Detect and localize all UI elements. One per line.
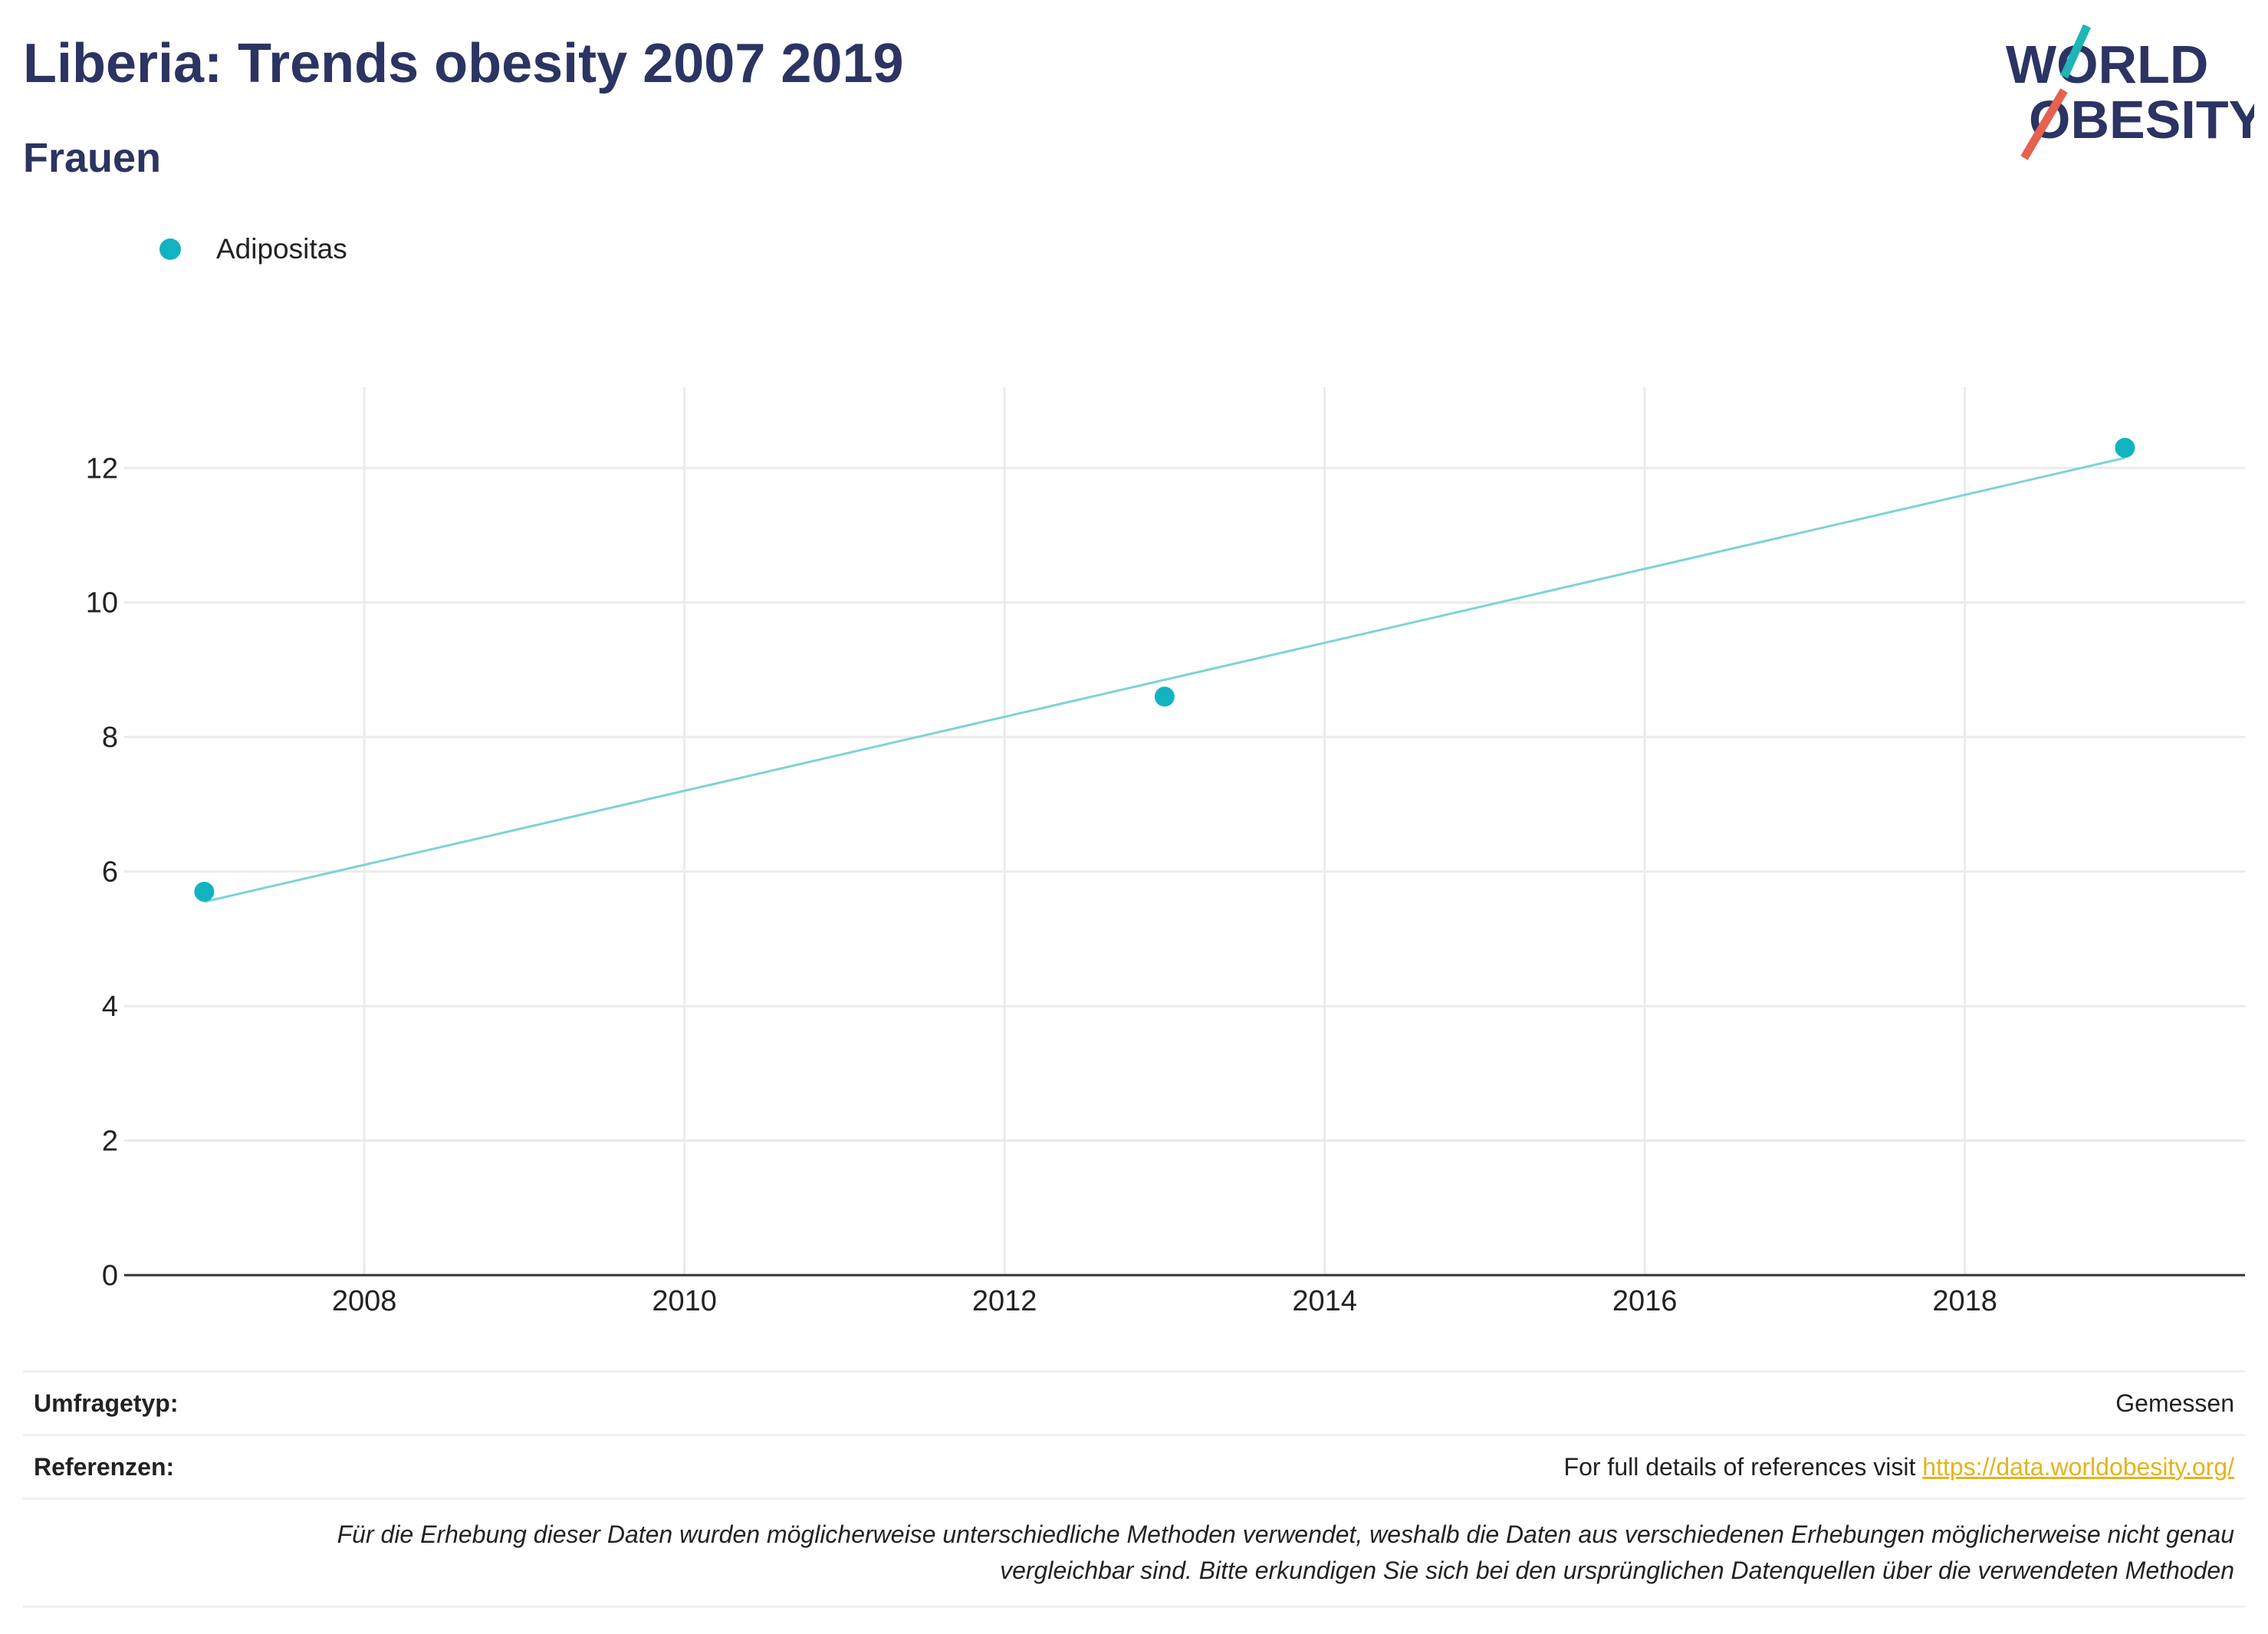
x-tick-label: 2010 — [652, 1285, 717, 1317]
methods-note: Für die Erhebung dieser Daten wurden mög… — [23, 1498, 2245, 1608]
legend-label: Adipositas — [216, 233, 347, 265]
y-tick-label: 12 — [86, 452, 118, 485]
survey-type-label: Umfragetyp: — [34, 1389, 179, 1417]
x-tick-label: 2018 — [1932, 1285, 1997, 1317]
legend[interactable]: Adipositas — [159, 230, 347, 268]
references-row: Referenzen: For full details of referenc… — [23, 1434, 2245, 1498]
logo-line2: OBESITY — [2029, 90, 2254, 150]
world-obesity-logo: WORLD OBESITY — [2006, 24, 2254, 160]
data-point — [1154, 686, 1175, 707]
y-tick-label: 10 — [86, 587, 118, 620]
y-tick-label: 0 — [102, 1260, 118, 1292]
legend-marker — [159, 238, 181, 260]
y-tick-label: 8 — [102, 722, 118, 754]
data-point — [194, 881, 215, 902]
y-tick-label: 2 — [102, 1126, 118, 1158]
x-tick-label: 2016 — [1612, 1285, 1678, 1317]
references-text: For full details of references visit — [1563, 1452, 1923, 1481]
x-tick-label: 2012 — [972, 1285, 1037, 1317]
data-point — [2115, 437, 2135, 458]
y-tick-label: 6 — [102, 856, 118, 889]
trend-line — [204, 456, 2125, 903]
methods-note-line2: vergleichbar sind. Bitte erkundigen Sie … — [1000, 1557, 2234, 1584]
methods-note-line1: Für die Erhebung dieser Daten wurden mög… — [337, 1521, 2234, 1548]
survey-type-value: Gemessen — [2115, 1389, 2234, 1417]
logo-red-slash — [2020, 88, 2068, 160]
chart-subtitle: Frauen — [23, 135, 162, 181]
references-value: For full details of references visit htt… — [1564, 1453, 2234, 1481]
x-tick-label: 2014 — [1292, 1285, 1357, 1317]
logo-teal-slash — [2059, 24, 2092, 79]
y-tick-label: 4 — [102, 991, 118, 1023]
chart-title: Liberia: Trends obesity 2007 2019 — [23, 33, 904, 94]
logo-line1: WORLD — [2006, 35, 2208, 94]
survey-type-row: Umfragetyp: Gemessen — [23, 1370, 2245, 1434]
chart-plot: 0 2 4 6 8 10 12 2008 2010 2012 2014 2016 2018 — [86, 387, 2245, 1317]
references-link[interactable]: https://data.worldobesity.org/ — [1922, 1452, 2234, 1481]
references-label: Referenzen: — [34, 1452, 175, 1481]
x-tick-label: 2008 — [332, 1285, 397, 1317]
